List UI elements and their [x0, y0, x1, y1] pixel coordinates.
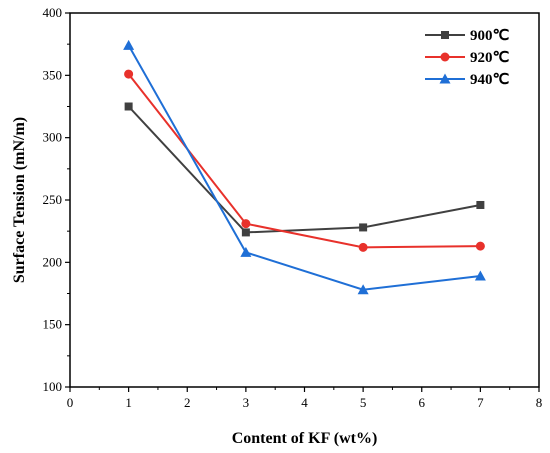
y-tick-label: 200 — [43, 254, 63, 269]
legend-marker — [441, 31, 449, 39]
series-square — [124, 102, 485, 237]
data-point — [124, 102, 133, 111]
series-line — [127, 44, 481, 291]
legend-label: 900℃ — [470, 28, 510, 44]
data-point — [357, 284, 369, 295]
plot-area — [69, 12, 540, 388]
x-tick-label: 1 — [125, 395, 132, 410]
y-tick-label: 400 — [43, 5, 63, 20]
x-tick-label: 8 — [536, 395, 543, 410]
data-point — [474, 270, 486, 281]
x-axis-title: Content of KF (wt%) — [232, 430, 378, 447]
x-tick-label: 0 — [67, 395, 74, 410]
data-point — [123, 39, 135, 50]
x-tick-label: 2 — [184, 395, 191, 410]
series-line — [127, 105, 481, 234]
legend-label: 940℃ — [470, 72, 510, 88]
y-tick-label: 150 — [43, 317, 63, 332]
data-point — [476, 200, 485, 209]
y-tick-label: 350 — [43, 67, 63, 82]
y-axis: 100 150 200 250 300 350 400 — [43, 5, 70, 394]
x-tick-label: 4 — [301, 395, 308, 410]
data-point — [358, 242, 368, 252]
y-tick-label: 300 — [43, 130, 63, 145]
y-axis-title: Surface Tension (mN/m) — [11, 117, 28, 283]
x-tick-label: 6 — [419, 395, 426, 410]
y-tick-label: 100 — [43, 379, 63, 394]
legend: 900℃ 920℃ 940℃ — [425, 28, 510, 88]
plot-frame — [69, 12, 540, 388]
series-triangle — [123, 39, 486, 295]
series-line — [127, 73, 481, 249]
x-tick-label: 3 — [243, 395, 250, 410]
x-tick-label: 7 — [477, 395, 484, 410]
x-axis: 0 1 2 3 4 5 6 7 8 — [67, 387, 543, 410]
data-point — [241, 228, 250, 237]
data-point — [240, 246, 252, 257]
y-tick-label: 250 — [43, 192, 63, 207]
x-tick-label: 5 — [360, 395, 367, 410]
series-layer — [123, 39, 486, 295]
data-point — [241, 219, 251, 229]
legend-marker — [440, 52, 450, 62]
legend-label: 920℃ — [470, 50, 510, 66]
data-point — [475, 241, 485, 251]
data-point — [359, 223, 368, 232]
legend-marker — [439, 73, 451, 84]
data-point — [124, 69, 134, 79]
